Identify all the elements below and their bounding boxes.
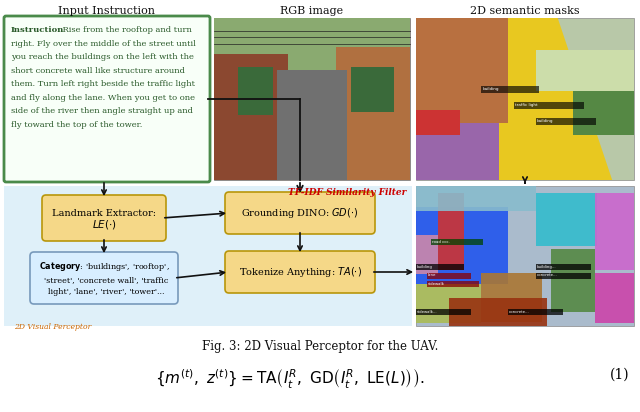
Bar: [237, 67, 273, 115]
FancyBboxPatch shape: [225, 192, 375, 234]
Text: short concrete wall like structure around: short concrete wall like structure aroun…: [11, 66, 185, 75]
Text: sidewalk: sidewalk: [428, 282, 445, 286]
Bar: [438, 193, 464, 270]
Text: building: building: [483, 87, 499, 91]
Bar: [416, 186, 536, 211]
Text: building: building: [537, 119, 554, 123]
Text: building...: building...: [537, 265, 557, 269]
Bar: [214, 54, 289, 180]
Text: $\mathbf{Category}$: 'buildings', 'rooftop',
  'street', 'concrete wall', 'traff: $\mathbf{Category}$: 'buildings', 'rooft…: [38, 260, 170, 296]
Text: traffic light: traffic light: [515, 103, 538, 107]
Bar: [536, 50, 634, 91]
Text: $\{m^{(t)},\ z^{(t)}\} = \mathrm{TA}\left(I_t^R,\ \mathrm{GD}\left(I_t^R,\ \math: $\{m^{(t)},\ z^{(t)}\} = \mathrm{TA}\lef…: [155, 368, 425, 391]
Text: side of the river then angle straight up and: side of the river then angle straight up…: [11, 107, 193, 115]
Text: you reach the buildings on the left with the: you reach the buildings on the left with…: [11, 53, 194, 61]
Text: them. Turn left right beside the traffic light: them. Turn left right beside the traffic…: [11, 80, 195, 88]
Bar: [481, 273, 543, 322]
Text: Tokenize Anything: $TA(\cdot)$: Tokenize Anything: $TA(\cdot)$: [239, 265, 362, 279]
Text: sidewalk...: sidewalk...: [417, 310, 438, 314]
Bar: [536, 193, 597, 246]
FancyBboxPatch shape: [225, 251, 375, 293]
Bar: [416, 207, 508, 284]
Bar: [551, 249, 595, 312]
Bar: [449, 298, 547, 326]
Bar: [276, 70, 348, 180]
Bar: [508, 309, 563, 315]
Bar: [416, 265, 464, 270]
Bar: [431, 239, 483, 245]
Bar: [416, 18, 508, 123]
Text: building: building: [417, 265, 433, 269]
Text: lane: lane: [428, 273, 436, 277]
Text: 2D Visual Perceptor: 2D Visual Perceptor: [14, 323, 92, 331]
Text: 2D semantic masks: 2D semantic masks: [470, 6, 580, 16]
Text: (1): (1): [610, 368, 630, 382]
Bar: [351, 67, 394, 112]
Bar: [481, 86, 540, 93]
Bar: [416, 123, 499, 180]
Bar: [573, 67, 634, 135]
Text: and fly along the lane. When you get to one: and fly along the lane. When you get to …: [11, 94, 195, 101]
Bar: [514, 102, 584, 109]
Text: Landmark Extractor:: Landmark Extractor:: [52, 208, 156, 218]
Text: $LE(\cdot)$: $LE(\cdot)$: [92, 218, 116, 230]
Bar: [595, 193, 634, 270]
Text: : Rise from the rooftop and turn: : Rise from the rooftop and turn: [57, 26, 192, 34]
Bar: [427, 281, 479, 287]
Text: Input Instruction: Input Instruction: [58, 6, 156, 16]
Text: concrete...: concrete...: [509, 310, 529, 314]
Bar: [536, 265, 591, 270]
Bar: [416, 309, 471, 315]
Bar: [427, 273, 471, 279]
Bar: [214, 18, 410, 180]
Text: right. Fly over the middle of the street until: right. Fly over the middle of the street…: [11, 40, 196, 47]
Bar: [416, 110, 460, 135]
Bar: [4, 186, 412, 326]
FancyBboxPatch shape: [30, 252, 178, 304]
Bar: [416, 18, 634, 180]
Bar: [416, 235, 438, 274]
Bar: [335, 47, 410, 180]
Bar: [536, 118, 596, 125]
Text: Grounding DINO: $GD(\cdot)$: Grounding DINO: $GD(\cdot)$: [241, 206, 358, 220]
Bar: [536, 273, 591, 279]
Text: Fig. 3: 2D Visual Perceptor for the UAV.: Fig. 3: 2D Visual Perceptor for the UAV.: [202, 340, 438, 353]
FancyBboxPatch shape: [42, 195, 166, 241]
Polygon shape: [499, 18, 612, 180]
Text: Instruction: Instruction: [11, 26, 65, 34]
Bar: [416, 284, 481, 323]
Text: fly toward the top of the tower.: fly toward the top of the tower.: [11, 120, 142, 129]
Bar: [214, 18, 410, 80]
Text: concrete...: concrete...: [537, 273, 557, 277]
Bar: [595, 273, 634, 323]
FancyBboxPatch shape: [4, 16, 210, 182]
Text: TF-IDF Similarity Filter: TF-IDF Similarity Filter: [287, 187, 406, 197]
Bar: [416, 186, 634, 326]
Text: road ccc.: road ccc.: [432, 240, 450, 244]
Text: RGB image: RGB image: [280, 6, 344, 16]
